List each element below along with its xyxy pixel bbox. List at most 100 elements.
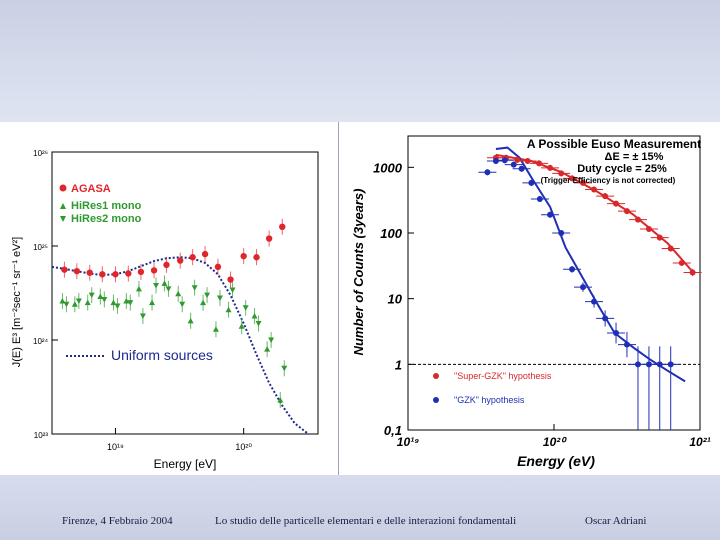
legend-marker-hires2 — [60, 216, 66, 222]
legend-label-agasa: AGASA — [71, 183, 111, 195]
left-y-tick-label: 10²⁵ — [33, 243, 48, 252]
hires2-point — [165, 286, 172, 292]
right-y-tick-label: 0,1 — [384, 423, 402, 438]
super-gzk-point — [689, 269, 696, 276]
hires1-point — [212, 326, 219, 332]
hires2-point — [139, 313, 146, 320]
footer-talk-title: Lo studio delle particelle elementari e … — [215, 515, 517, 527]
super-gzk-point — [558, 170, 565, 177]
agasa-point — [240, 252, 247, 260]
agasa-point — [227, 276, 234, 283]
right-y-axis-label: Number of Counts (3years) — [351, 189, 366, 356]
hires1-point — [84, 299, 91, 306]
super-gzk-point — [645, 226, 652, 233]
gzk-point — [547, 211, 554, 218]
hires1-point — [225, 306, 232, 313]
euso-trigger-note: (Trigger Efficiency is not corrected) — [541, 176, 676, 185]
hires2-point — [88, 292, 95, 299]
gzk-point — [492, 157, 499, 164]
hires1-point — [200, 299, 207, 306]
hires1-point — [264, 346, 271, 352]
euso-energy-resolution: ΔE = ± 15% — [605, 151, 664, 163]
right-y-tick-label: 10 — [388, 292, 403, 307]
hires2-point — [179, 301, 186, 308]
agasa-point — [137, 268, 145, 276]
super-gzk-point — [514, 156, 521, 163]
super-gzk-point — [524, 157, 531, 164]
agasa-point — [99, 271, 106, 278]
gzk-point — [591, 298, 598, 305]
left-y-tick-label: 10²³ — [34, 431, 49, 440]
super-gzk-point — [667, 245, 674, 252]
legend-label-super-gzk: "Super-GZK" hypothesis — [454, 371, 552, 381]
euso-title: A Possible Euso Measurement — [527, 137, 701, 151]
hires1-point — [71, 301, 78, 307]
super-gzk-point — [602, 193, 609, 200]
gzk-point — [667, 361, 674, 368]
agasa-point — [265, 235, 273, 242]
slide-header-band — [0, 0, 720, 122]
left-plot-frame — [51, 151, 319, 435]
super-gzk-point — [634, 216, 641, 223]
right-x-tick-label: 10²¹ — [689, 435, 710, 449]
right-x-tick-label: 10¹⁹ — [397, 435, 419, 449]
hires2-point — [255, 320, 262, 327]
footer-place-date: Firenze, 4 Febbraio 2004 — [62, 515, 173, 527]
hires2-point — [114, 303, 121, 309]
super-gzk-point — [656, 234, 663, 241]
gzk-point — [656, 361, 663, 368]
legend-marker-hires1 — [60, 203, 66, 209]
agasa-point — [189, 254, 196, 261]
gzk-point — [580, 284, 587, 291]
agasa-point — [125, 270, 132, 277]
gzk-point — [518, 165, 525, 172]
hires2-point — [75, 298, 82, 304]
left-x-tick-label: 10²⁰ — [235, 442, 252, 452]
uniform-sources-label: Uniform sources — [111, 347, 213, 363]
gzk-point — [536, 195, 543, 202]
hires2-point — [153, 283, 160, 289]
legend-label-gzk: "GZK" hypothesis — [454, 395, 525, 405]
hires1-point — [277, 396, 284, 403]
left-x-axis-label: Energy [eV] — [154, 457, 217, 471]
agasa-point — [163, 261, 170, 269]
hires2-point — [204, 292, 211, 299]
legend-label-hires1: HiRes1 mono — [71, 200, 142, 212]
gzk-point — [602, 315, 609, 322]
super-gzk-point — [623, 208, 630, 215]
hires2-point — [127, 300, 134, 306]
super-gzk-point — [613, 200, 620, 207]
left-y-tick-label: 10²⁶ — [33, 149, 48, 158]
agasa-point — [112, 271, 119, 278]
hires2-point — [63, 301, 70, 308]
left-y-axis-label: J(E) E³ [m⁻²sec⁻¹ sr⁻¹ eV²] — [11, 237, 23, 367]
gzk-point — [569, 266, 576, 273]
hires2-point — [191, 285, 198, 291]
right-y-tick-label: 100 — [380, 226, 402, 241]
hires1-point — [175, 290, 182, 297]
hires1-point — [149, 299, 156, 306]
legend-label-hires2: HiRes2 mono — [71, 213, 142, 225]
agasa-point — [73, 267, 81, 275]
legend-marker-agasa — [59, 184, 67, 192]
hires2-point — [242, 305, 249, 311]
agasa-point — [150, 267, 158, 274]
agasa-point — [253, 254, 260, 261]
gzk-point — [634, 361, 641, 368]
hires1-point — [187, 317, 194, 324]
right-x-axis-label: Energy (eV) — [517, 453, 595, 469]
hires1-point — [251, 313, 258, 319]
euso-duty-cycle: Duty cycle = 25% — [577, 163, 667, 175]
footer-author: Oscar Adriani — [585, 515, 647, 527]
agasa-point — [86, 269, 93, 276]
hires2-point — [216, 295, 223, 301]
hires2-point — [281, 365, 288, 372]
gzk-point — [528, 179, 535, 186]
flux-spectrum-chart: 10²³ 10²⁴ 10²⁵ 10²⁶ 10¹⁹ 10²⁰ AGASA HiRes1 mo… — [11, 149, 319, 471]
super-gzk-point — [591, 186, 598, 193]
super-gzk-point — [547, 164, 554, 171]
gzk-point — [484, 169, 491, 176]
super-gzk-point — [580, 179, 587, 186]
gzk-point — [613, 330, 620, 337]
flux-chart-panel: 10²³ 10²⁴ 10²⁵ 10²⁶ 10¹⁹ 10²⁰ AGASA HiRes1 mo… — [0, 122, 339, 475]
